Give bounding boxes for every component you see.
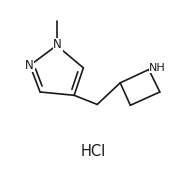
Text: NH: NH — [149, 63, 166, 73]
Text: N: N — [25, 59, 33, 72]
Text: HCl: HCl — [81, 144, 106, 159]
Text: N: N — [53, 38, 62, 51]
